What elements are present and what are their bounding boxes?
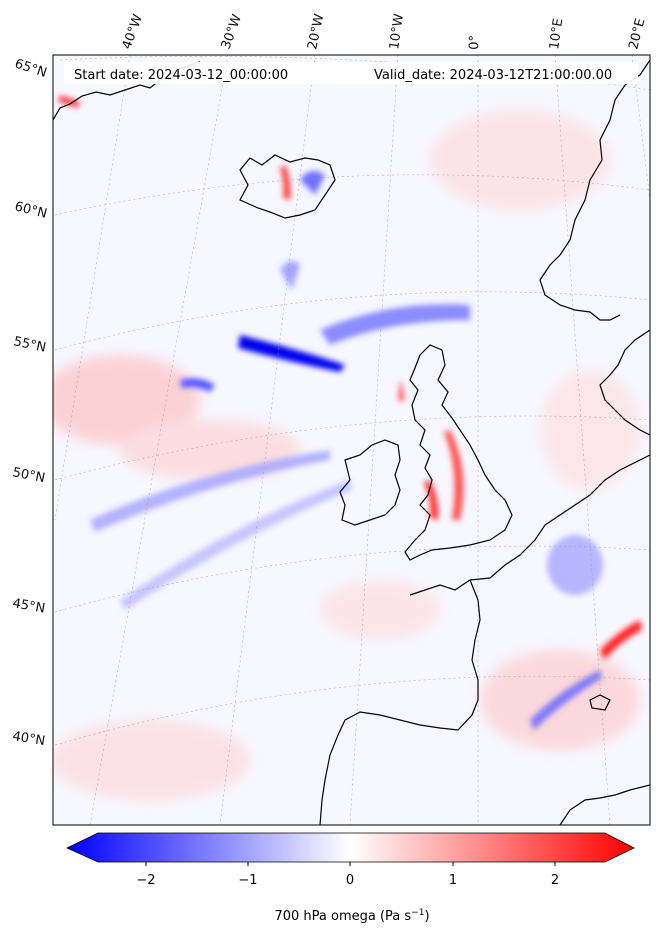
valid-date-label: Valid_date: 2024-03-12T21:00:00.00 bbox=[374, 68, 612, 83]
omega-field bbox=[53, 55, 650, 825]
colorbar-tick-0: 0 bbox=[346, 873, 354, 888]
lat-label-45n: 45°N bbox=[11, 596, 46, 616]
start-date-label: Start date: 2024-03-12_00:00:00 bbox=[74, 68, 288, 83]
lat-label-40n: 40°N bbox=[11, 729, 46, 749]
lon-label-0: 0° bbox=[467, 35, 483, 50]
lon-label-40w: 40°W bbox=[120, 12, 146, 51]
colorbar: −2 −1 0 1 2 700 hPa omega (Pa s−1) bbox=[66, 832, 635, 924]
lon-label-10w: 10°W bbox=[387, 13, 407, 51]
colorbar-label-superscript: −1 bbox=[411, 908, 424, 918]
lat-label-60n: 60°N bbox=[13, 199, 48, 221]
lon-label-10e: 10°E bbox=[547, 18, 566, 51]
colorbar-tick-neg1: −1 bbox=[238, 873, 257, 888]
lon-label-30w: 30°W bbox=[219, 12, 245, 51]
latitude-labels: 65°N 60°N 55°N 50°N 45°N 40°N bbox=[11, 57, 48, 750]
colorbar-label: 700 hPa omega (Pa s−1) bbox=[274, 908, 429, 924]
colorbar-label-main: 700 hPa omega (Pa s bbox=[274, 909, 411, 924]
colorbar-tick-marks bbox=[145, 862, 556, 866]
lat-label-65n: 65°N bbox=[13, 57, 49, 81]
colorbar-tick-neg2: −2 bbox=[136, 873, 155, 888]
lon-label-20w: 20°W bbox=[305, 12, 327, 50]
colorbar-tick-1: 1 bbox=[449, 873, 457, 888]
header-box bbox=[64, 62, 638, 84]
lat-label-50n: 50°N bbox=[11, 465, 46, 486]
longitude-labels: 40°W 30°W 20°W 10°W 0° 10°E 20°E bbox=[120, 12, 649, 51]
lat-label-55n: 55°N bbox=[12, 334, 47, 355]
lon-label-20e: 20°E bbox=[626, 17, 648, 51]
colorbar-bar bbox=[66, 832, 635, 863]
map-frame bbox=[52, 54, 651, 826]
colorbar-label-close: ) bbox=[424, 909, 429, 924]
colorbar-tick-2: 2 bbox=[551, 873, 559, 888]
